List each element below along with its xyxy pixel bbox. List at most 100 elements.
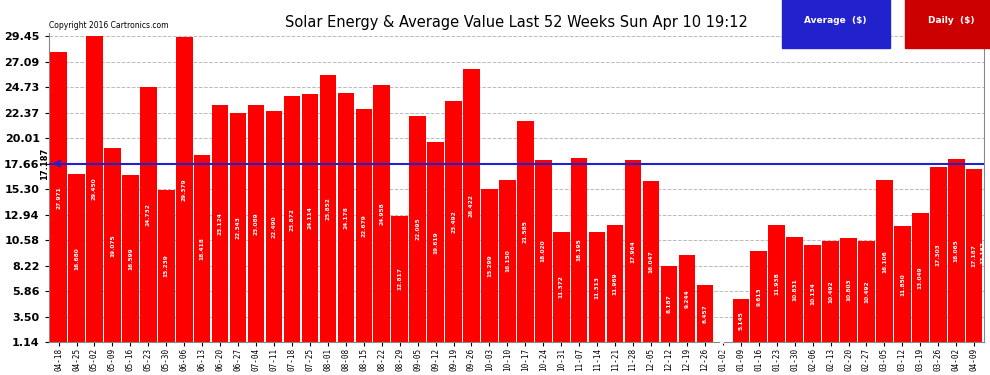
Bar [320, 75, 337, 342]
Bar [823, 241, 839, 342]
Bar [625, 160, 642, 342]
Text: 24.114: 24.114 [308, 207, 313, 230]
Text: 18.065: 18.065 [953, 239, 958, 262]
Bar [589, 232, 606, 342]
Text: 17.187: 17.187 [40, 147, 49, 180]
Bar [391, 216, 408, 342]
Bar [715, 342, 731, 346]
Bar [966, 169, 982, 342]
Text: 18.195: 18.195 [577, 238, 582, 261]
Text: 9.613: 9.613 [756, 287, 761, 306]
Text: 13.049: 13.049 [918, 267, 923, 289]
Text: 9.244: 9.244 [684, 289, 689, 308]
Bar [786, 237, 803, 342]
Bar [912, 213, 929, 342]
Title: Solar Energy & Average Value Last 52 Weeks Sun Apr 10 19:12: Solar Energy & Average Value Last 52 Wee… [285, 15, 747, 30]
Text: Average  ($): Average ($) [805, 16, 867, 25]
Text: 18.418: 18.418 [200, 237, 205, 260]
Bar [876, 180, 893, 342]
Bar [768, 225, 785, 342]
Bar [410, 116, 426, 342]
Bar [446, 100, 461, 342]
Bar [338, 93, 354, 342]
Bar [697, 285, 713, 342]
Bar [481, 189, 498, 342]
Text: 10.492: 10.492 [828, 280, 833, 303]
Text: Copyright 2016 Cartronics.com: Copyright 2016 Cartronics.com [49, 21, 168, 30]
Text: 21.585: 21.585 [523, 220, 528, 243]
Bar [517, 121, 534, 342]
Text: 16.680: 16.680 [74, 247, 79, 270]
Text: 16.047: 16.047 [648, 250, 653, 273]
Text: 5.145: 5.145 [739, 311, 743, 330]
Text: 10.134: 10.134 [810, 282, 815, 305]
Bar [122, 175, 139, 342]
Bar [948, 159, 964, 342]
Bar [428, 142, 444, 342]
Text: 23.492: 23.492 [451, 210, 456, 233]
Bar [535, 160, 551, 342]
Text: 25.852: 25.852 [326, 197, 331, 220]
Text: 29.450: 29.450 [92, 178, 97, 201]
Text: 17.187: 17.187 [972, 244, 977, 267]
Bar [68, 174, 85, 342]
Bar [841, 238, 856, 342]
Text: 29.379: 29.379 [182, 178, 187, 201]
Bar [140, 87, 156, 342]
Bar [230, 113, 247, 342]
Text: 15.299: 15.299 [487, 254, 492, 277]
Bar [50, 52, 67, 342]
Text: 11.938: 11.938 [774, 272, 779, 295]
Text: 23.124: 23.124 [218, 212, 223, 235]
Text: 16.150: 16.150 [505, 250, 510, 272]
Text: 19.619: 19.619 [433, 231, 439, 254]
Text: 23.089: 23.089 [253, 212, 258, 235]
Text: 26.422: 26.422 [469, 194, 474, 217]
Bar [158, 190, 174, 342]
Text: 11.372: 11.372 [558, 275, 563, 298]
Bar [750, 251, 767, 342]
Text: 18.020: 18.020 [541, 240, 545, 262]
Text: 22.343: 22.343 [236, 216, 241, 239]
Text: 24.178: 24.178 [344, 206, 348, 229]
Bar [284, 96, 300, 342]
Text: 10.831: 10.831 [792, 278, 797, 301]
Bar [355, 110, 372, 342]
Text: 11.313: 11.313 [595, 276, 600, 298]
Bar [553, 232, 569, 342]
Text: 11.969: 11.969 [613, 272, 618, 295]
Text: 16.106: 16.106 [882, 250, 887, 273]
Text: 23.872: 23.872 [289, 208, 294, 231]
Bar [104, 148, 121, 342]
Bar [660, 266, 677, 342]
Text: 22.490: 22.490 [271, 216, 276, 238]
Text: 27.971: 27.971 [56, 186, 61, 209]
Bar [265, 111, 282, 342]
Bar [373, 85, 390, 342]
Bar [176, 37, 192, 342]
Text: 0.818: 0.818 [721, 334, 726, 353]
Bar [571, 158, 587, 342]
Bar [463, 69, 480, 342]
Text: 19.075: 19.075 [110, 234, 115, 256]
Bar [499, 180, 516, 342]
Bar [248, 105, 264, 342]
Text: 22.095: 22.095 [415, 217, 420, 240]
Bar [86, 36, 103, 342]
Text: 17.964: 17.964 [631, 240, 636, 262]
Text: 12.817: 12.817 [397, 268, 402, 291]
Text: 15.239: 15.239 [163, 255, 168, 278]
Text: 22.679: 22.679 [361, 214, 366, 237]
Text: 11.850: 11.850 [900, 273, 905, 296]
Text: 8.187: 8.187 [666, 295, 671, 314]
Bar [302, 94, 318, 342]
Text: 24.732: 24.732 [146, 203, 150, 226]
Text: 10.803: 10.803 [846, 279, 851, 301]
Bar [804, 245, 821, 342]
Text: 6.457: 6.457 [702, 304, 708, 323]
Bar [930, 168, 946, 342]
Text: 10.492: 10.492 [864, 280, 869, 303]
Text: 17.187: 17.187 [981, 242, 986, 264]
Bar [212, 105, 229, 342]
Text: Daily  ($): Daily ($) [928, 16, 974, 25]
